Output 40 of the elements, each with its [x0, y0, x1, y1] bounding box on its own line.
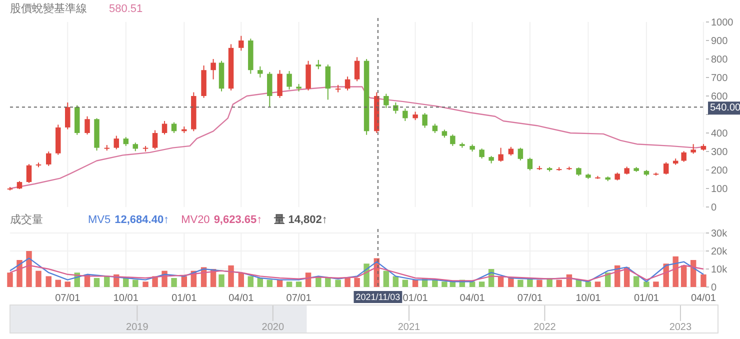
chart-title: 股價蛻變基準線 — [10, 2, 87, 15]
x-tick-label: 01/01 — [402, 293, 428, 304]
x-tick-label: 01/01 — [172, 293, 198, 304]
text: 12,684.40↑ — [114, 214, 170, 226]
x2-tick-label: 2023 — [669, 322, 692, 333]
y-tick-label: 300 — [711, 147, 728, 158]
y-tick-label: 0 — [711, 202, 717, 214]
text: MV5 — [88, 214, 111, 226]
y-tick-label: 700 — [711, 73, 728, 84]
y-tick-label: 20k — [711, 246, 728, 258]
x-tick-label: 10/01 — [113, 293, 139, 304]
y-tick-label: 1000 — [711, 18, 734, 28]
y-tick-label: 100 — [711, 184, 728, 195]
x-tick-label: 04/01 — [228, 293, 254, 304]
x-tick-label: 04/01 — [460, 293, 486, 304]
y-tick-label: 600 — [711, 92, 728, 102]
y-tick-label: 200 — [711, 166, 728, 176]
text: 量 14,802↑ — [273, 214, 328, 226]
x-tick-label: 07/01 — [517, 293, 543, 304]
text: 580.51 — [109, 3, 143, 15]
y-tick-label: 900 — [711, 36, 728, 47]
x-tick-label: 01/01 — [634, 293, 660, 304]
x2-tick-label: 2021 — [398, 322, 421, 333]
ref-line-label: 540.00 — [710, 102, 740, 114]
x-tick-label: 07/01 — [55, 293, 81, 304]
y-tick-label: 400 — [711, 128, 728, 140]
y-tick-label: 10k — [711, 264, 728, 276]
x2-tick-label: 2019 — [126, 322, 149, 333]
y-tick-label: 30k — [711, 228, 728, 240]
x2-tick-label: 2020 — [262, 322, 284, 333]
y-tick-label: 0 — [711, 282, 717, 294]
x-tick-label: 07/01 — [286, 293, 312, 304]
x-tick-label: 10/01 — [576, 293, 602, 304]
ref-line-label: 2021/11/03 — [356, 292, 400, 302]
x-tick-label: 04/01 — [690, 293, 716, 304]
text: MV20 — [181, 214, 210, 226]
y-tick-label: 800 — [711, 54, 728, 66]
x2-tick-label: 2022 — [534, 322, 556, 333]
chart-title: 成交量 — [10, 213, 43, 226]
text: 9,623.65↑ — [214, 214, 262, 226]
